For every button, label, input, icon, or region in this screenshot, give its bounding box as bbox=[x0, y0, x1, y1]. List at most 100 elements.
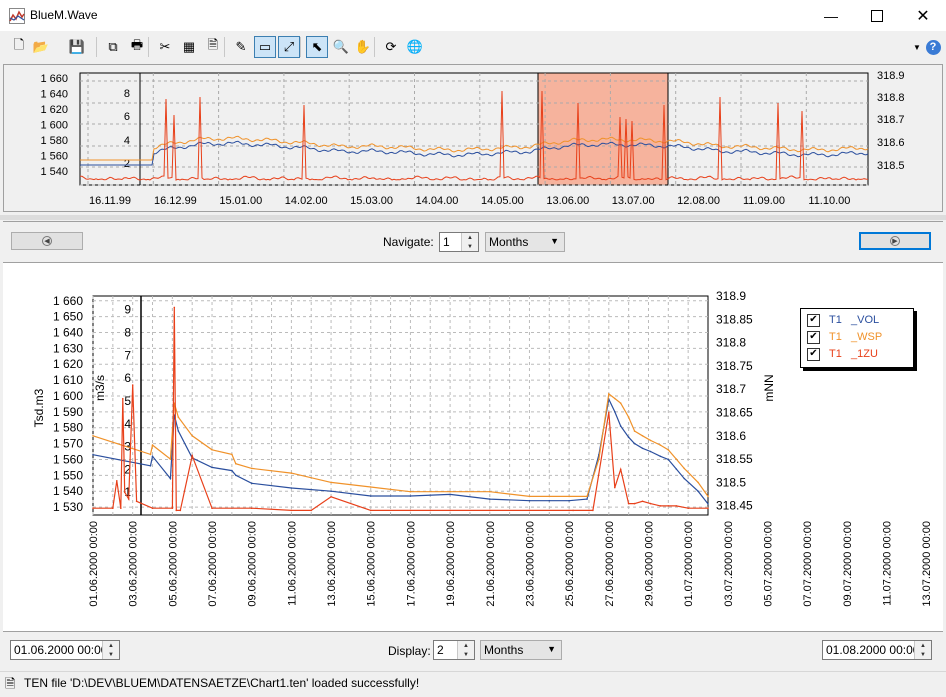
navigate-back-button[interactable]: ◀ bbox=[11, 232, 83, 250]
display-bar: 01.06.2000 00:00 ▲ ▼ Display: 2 ▲ ▼ Months… bbox=[0, 631, 946, 671]
legend-checkbox[interactable]: ✔ bbox=[807, 330, 820, 344]
x-tick: 09.07.2000 00:00 bbox=[842, 521, 854, 607]
app-icon bbox=[9, 8, 25, 24]
overview-x-tick: 15.03.00 bbox=[350, 195, 393, 207]
legend-item[interactable]: ✔ T1 _VOL bbox=[807, 312, 879, 328]
new-button[interactable]: 🗋 bbox=[8, 36, 30, 58]
data-point bbox=[211, 507, 213, 509]
maximize-icon bbox=[871, 9, 883, 22]
maximize-button[interactable] bbox=[854, 0, 900, 31]
data-point bbox=[330, 481, 332, 484]
navigate-forward-button[interactable]: ▶ bbox=[859, 232, 931, 250]
status-text: TEN file 'D:\DEV\BLUEM\DATENSAETZE\Chart… bbox=[24, 676, 420, 690]
data-point bbox=[667, 458, 670, 461]
spin-down-icon[interactable]: ▼ bbox=[462, 242, 478, 251]
cut-button[interactable]: ✂ bbox=[154, 36, 176, 58]
data-point bbox=[173, 306, 176, 309]
spin-down-icon[interactable]: ▼ bbox=[915, 650, 931, 659]
data-point bbox=[151, 507, 154, 509]
overview-x-tick: 14.05.00 bbox=[481, 195, 524, 207]
data-point bbox=[707, 503, 709, 505]
title-bar: BlueM.Wave ― ✕ bbox=[0, 0, 946, 31]
data-point bbox=[211, 466, 213, 469]
y-left-tick: 1 640 bbox=[53, 326, 83, 340]
overview-selection[interactable] bbox=[537, 72, 669, 186]
toolbar-separator bbox=[148, 37, 149, 57]
spin-up-icon[interactable]: ▲ bbox=[915, 641, 931, 650]
report-button[interactable]: 🗎 bbox=[202, 36, 224, 58]
overview-button[interactable]: ▭ bbox=[254, 36, 276, 58]
data-point bbox=[627, 416, 630, 418]
overview-y-tick: 1 600 bbox=[40, 120, 68, 132]
data-point bbox=[528, 499, 531, 502]
navigation-bar: ◀ Navigate: 1 ▲ ▼ Months ▼ ▶ bbox=[3, 221, 943, 262]
help-button[interactable]: ? bbox=[922, 36, 944, 58]
data-point bbox=[598, 458, 600, 460]
data-point bbox=[568, 499, 570, 502]
pointer-button[interactable]: ⬉ bbox=[306, 36, 328, 58]
data-point bbox=[633, 442, 636, 445]
data-point bbox=[112, 507, 114, 509]
data-point bbox=[429, 509, 432, 512]
print-icon: 🖶 bbox=[130, 37, 144, 52]
globe-button[interactable]: 🌐 bbox=[404, 36, 426, 58]
data-point bbox=[235, 462, 237, 465]
navigate-stepper[interactable]: 1 ▲ ▼ bbox=[439, 232, 479, 252]
spin-down-icon[interactable]: ▼ bbox=[103, 650, 119, 659]
spin-up-icon[interactable]: ▲ bbox=[462, 233, 478, 242]
data-point bbox=[707, 507, 709, 509]
overview-y-right-tick: 318.5 bbox=[877, 160, 905, 172]
x-tick: 11.07.2000 00:00 bbox=[882, 521, 894, 606]
display-unit-select[interactable]: Months ▼ bbox=[480, 640, 562, 660]
y-left2-tick: 5 bbox=[124, 394, 131, 408]
y-left-tick: 1 650 bbox=[53, 310, 83, 324]
overview-y-right-tick: 318.9 bbox=[877, 70, 905, 82]
spin-down-icon[interactable]: ▼ bbox=[458, 650, 474, 659]
data-point bbox=[120, 507, 122, 509]
data-point bbox=[489, 509, 491, 512]
minimize-button[interactable]: ― bbox=[808, 0, 854, 31]
toolbar-overflow-button[interactable]: ▼ bbox=[906, 36, 928, 58]
data-point bbox=[675, 458, 678, 460]
data-point bbox=[659, 455, 662, 458]
data-point bbox=[151, 455, 154, 458]
data-point bbox=[627, 502, 630, 505]
data-point bbox=[528, 509, 531, 512]
spin-up-icon[interactable]: ▲ bbox=[458, 641, 474, 650]
start-date-picker[interactable]: 01.06.2000 00:00 ▲ ▼ bbox=[10, 640, 120, 660]
data-point bbox=[614, 411, 616, 413]
splitter[interactable] bbox=[0, 215, 946, 220]
data-point bbox=[231, 469, 233, 472]
display-stepper[interactable]: 2 ▲ ▼ bbox=[433, 640, 475, 660]
print-button[interactable]: 🖶 bbox=[126, 36, 148, 58]
overview-chart[interactable]: 1 660 1 640 1 620 1 600 1 580 1 560 1 540 8 6 4 2 3… bbox=[4, 65, 942, 211]
end-date-picker[interactable]: 01.08.2000 00:00 ▲ ▼ bbox=[822, 640, 932, 660]
legend-checkbox[interactable]: ✔ bbox=[807, 347, 820, 361]
legend-item[interactable]: ✔ T1 _1ZU bbox=[807, 346, 878, 362]
x-tick: 25.06.2000 00:00 bbox=[564, 521, 576, 607]
legend-item[interactable]: ✔ T1 _WSP bbox=[807, 329, 882, 345]
copy-button[interactable]: ⧉ bbox=[102, 36, 124, 58]
autoscale-button[interactable]: ⤢ bbox=[278, 36, 300, 58]
y-right-tick: 318.5 bbox=[716, 475, 746, 489]
overview-plot-area bbox=[79, 72, 869, 186]
navigate-unit-select[interactable]: Months ▼ bbox=[485, 232, 565, 252]
legend-checkbox[interactable]: ✔ bbox=[807, 313, 820, 327]
calculator-button[interactable]: ▦ bbox=[178, 36, 200, 58]
spin-up-icon[interactable]: ▲ bbox=[103, 641, 119, 650]
edit-chart-button[interactable]: ✎ bbox=[230, 36, 252, 58]
navigate-unit-value: Months bbox=[489, 235, 529, 249]
refresh-button[interactable]: ⟳ bbox=[380, 36, 402, 58]
zoom-button[interactable]: 🔍 bbox=[330, 36, 352, 58]
pan-button[interactable]: ✋ bbox=[352, 36, 374, 58]
y-right-tick: 318.7 bbox=[716, 382, 746, 396]
close-button[interactable]: ✕ bbox=[900, 0, 946, 31]
y-left2-tick: 8 bbox=[124, 326, 131, 340]
data-point bbox=[235, 474, 237, 477]
data-point bbox=[369, 509, 372, 512]
calculator-icon: ▦ bbox=[182, 39, 196, 54]
open-button[interactable]: 📂 bbox=[30, 36, 52, 58]
data-point bbox=[641, 500, 644, 503]
save-button[interactable]: 💾 bbox=[66, 36, 88, 58]
